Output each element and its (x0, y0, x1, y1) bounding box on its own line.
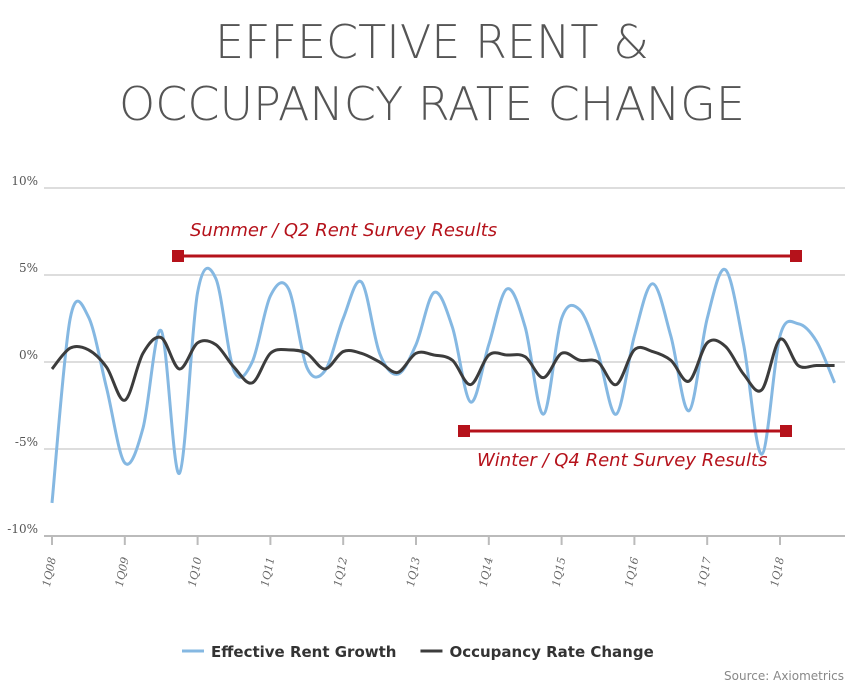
chart-title: EFFECTIVE RENT & (215, 15, 649, 69)
y-tick-label: 0% (19, 348, 38, 362)
y-tick-label: 10% (11, 174, 38, 188)
series-line (50, 266, 836, 504)
chart-title: OCCUPANCY RATE CHANGE (119, 77, 745, 131)
annotation: Summer / Q2 Rent Survey Results (190, 220, 497, 241)
y-tick-label: -5% (15, 435, 38, 449)
source: Source: Axiometrics (724, 669, 844, 683)
x-tick-label: 1Q10 (186, 556, 205, 588)
series-line (50, 335, 835, 402)
x-tick-label: 1Q16 (622, 556, 641, 588)
y-tick-label: -10% (7, 522, 38, 536)
x-tick-label: 1Q11 (258, 556, 277, 588)
annotation: Winter / Q4 Rent Survey Results (477, 450, 768, 471)
legend-label: Effective Rent Growth (211, 643, 396, 661)
annotation-marker (790, 250, 802, 262)
annotation-marker (458, 425, 470, 437)
legend-label: Occupancy Rate Change (449, 643, 653, 661)
annotation-marker (780, 425, 792, 437)
x-tick-label: 1Q15 (550, 556, 569, 588)
x-tick-label: 1Q08 (40, 556, 59, 588)
x-tick-label: 1Q17 (695, 556, 714, 588)
x-tick-label: 1Q09 (113, 556, 132, 588)
annotation-marker (172, 250, 184, 262)
y-tick-label: 5% (19, 261, 38, 275)
x-tick-label: 1Q12 (331, 556, 350, 588)
x-tick-label: 1Q14 (477, 556, 496, 588)
x-tick-label: 1Q13 (404, 556, 423, 588)
x-tick-label: 1Q18 (768, 556, 787, 588)
